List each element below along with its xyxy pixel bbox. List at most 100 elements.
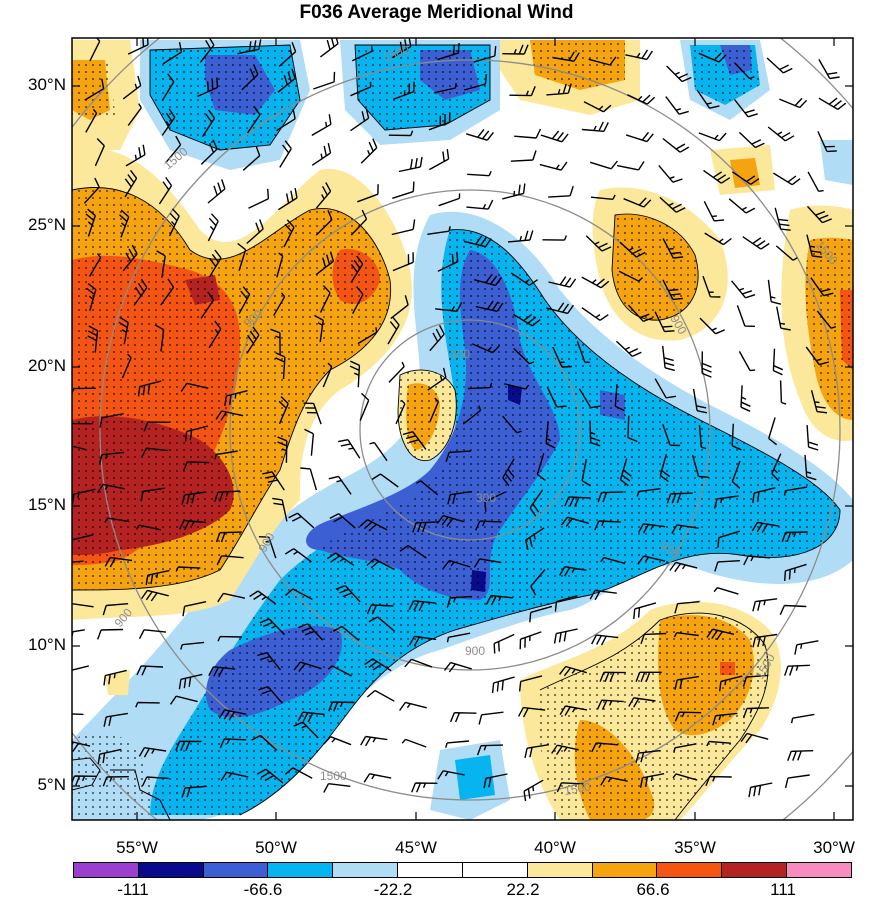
wind-barb	[393, 81, 415, 100]
wind-barb	[284, 548, 312, 563]
wind-barb	[181, 491, 207, 505]
wind-barb	[437, 251, 459, 272]
wind-barb	[328, 701, 355, 712]
wind-barb	[200, 291, 215, 319]
wind-barb	[214, 490, 240, 502]
lon-label-35w: 35°W	[674, 838, 716, 857]
wind-barb	[468, 382, 493, 390]
wind-barb	[429, 324, 445, 352]
colorbar-swatch	[333, 863, 399, 877]
wind-barb	[559, 705, 588, 716]
contour-label: 300	[450, 347, 470, 361]
wind-barb	[351, 46, 373, 62]
wind-barb	[323, 736, 352, 746]
wind-barb	[315, 182, 332, 209]
colorbar-swatch	[592, 863, 658, 877]
wind-barb	[166, 135, 182, 163]
wind-barb	[702, 275, 721, 298]
wind-barb	[485, 594, 514, 606]
wind-barb	[518, 675, 543, 692]
map-frame	[71, 37, 854, 821]
wind-barb	[427, 226, 451, 235]
wind-barb	[237, 242, 247, 271]
wind-barb	[390, 295, 409, 319]
wind-barb	[810, 390, 828, 414]
wind-barb	[552, 51, 580, 62]
wind-barb	[125, 144, 146, 167]
wind-barb	[628, 697, 656, 708]
wind-barb	[429, 397, 440, 423]
wind-barb	[102, 776, 129, 787]
wind-barb	[199, 38, 215, 63]
wind-barb	[122, 244, 138, 272]
wind-barb	[181, 785, 207, 798]
wind-barb	[514, 128, 542, 139]
wind-barb	[85, 108, 98, 133]
wind-barb	[476, 744, 504, 756]
wind-barb	[706, 628, 735, 641]
wind-barb	[517, 706, 546, 718]
wind-barb	[293, 661, 322, 672]
wind-barb	[161, 73, 175, 101]
colorbar-swatch	[268, 863, 334, 877]
wind-barb	[141, 776, 169, 787]
wind-barb	[635, 749, 661, 763]
wind-barb	[738, 131, 765, 149]
wind-barb	[502, 458, 515, 487]
wind-barb	[666, 65, 692, 83]
wind-barb	[804, 454, 817, 481]
wind-barb	[182, 601, 207, 617]
wind-barb	[475, 520, 502, 531]
wind-barb	[581, 121, 609, 132]
wind-barb	[135, 524, 161, 531]
wind-barb	[806, 205, 832, 224]
contour-label: 1500	[320, 769, 347, 783]
wind-barb	[719, 675, 743, 692]
wind-barb	[513, 313, 541, 327]
wind-barb	[207, 179, 226, 204]
wind-barb	[474, 274, 502, 287]
wind-barb	[513, 347, 535, 365]
wind-barb	[408, 635, 437, 647]
colorbar-label-pos22: 22.2	[506, 880, 540, 899]
wind-barb	[462, 405, 482, 425]
colorbar-swatch	[203, 863, 269, 877]
wind-barb	[246, 106, 261, 134]
wind-barb	[158, 176, 173, 205]
colorbar	[73, 862, 852, 878]
wind-barb	[625, 49, 653, 61]
wind-barb	[399, 701, 427, 711]
wind-barb	[556, 782, 584, 793]
wind-barb	[717, 530, 741, 548]
wind-barb	[209, 249, 222, 278]
wind-barb	[781, 531, 808, 543]
wind-barb	[298, 623, 324, 641]
wind-barb	[743, 555, 771, 566]
wind-barb	[597, 491, 624, 503]
wind-barb	[84, 78, 105, 101]
wind-barb	[428, 112, 451, 131]
wind-barb	[591, 634, 619, 646]
wind-barb	[180, 641, 205, 650]
wind-barb	[806, 234, 823, 258]
wind-barb	[773, 172, 801, 186]
wind-barb	[464, 74, 488, 91]
wind-barb	[447, 490, 473, 505]
wind-barb	[623, 197, 652, 208]
wind-barb	[658, 164, 683, 183]
wind-barb	[83, 177, 100, 204]
colorbar-swatch	[657, 863, 723, 877]
wind-barb	[103, 712, 129, 727]
wind-barb	[560, 516, 589, 527]
wind-barb	[731, 460, 741, 489]
wind-barb	[483, 773, 508, 789]
wind-barb	[545, 421, 556, 449]
wind-barb	[160, 278, 175, 306]
wind-barb	[674, 601, 700, 614]
wind-barb	[238, 286, 251, 315]
wind-barb	[366, 558, 395, 570]
wind-barb	[445, 740, 470, 748]
tick-marks	[72, 38, 853, 820]
wind-barb	[564, 496, 591, 507]
wind-barb	[576, 341, 590, 363]
